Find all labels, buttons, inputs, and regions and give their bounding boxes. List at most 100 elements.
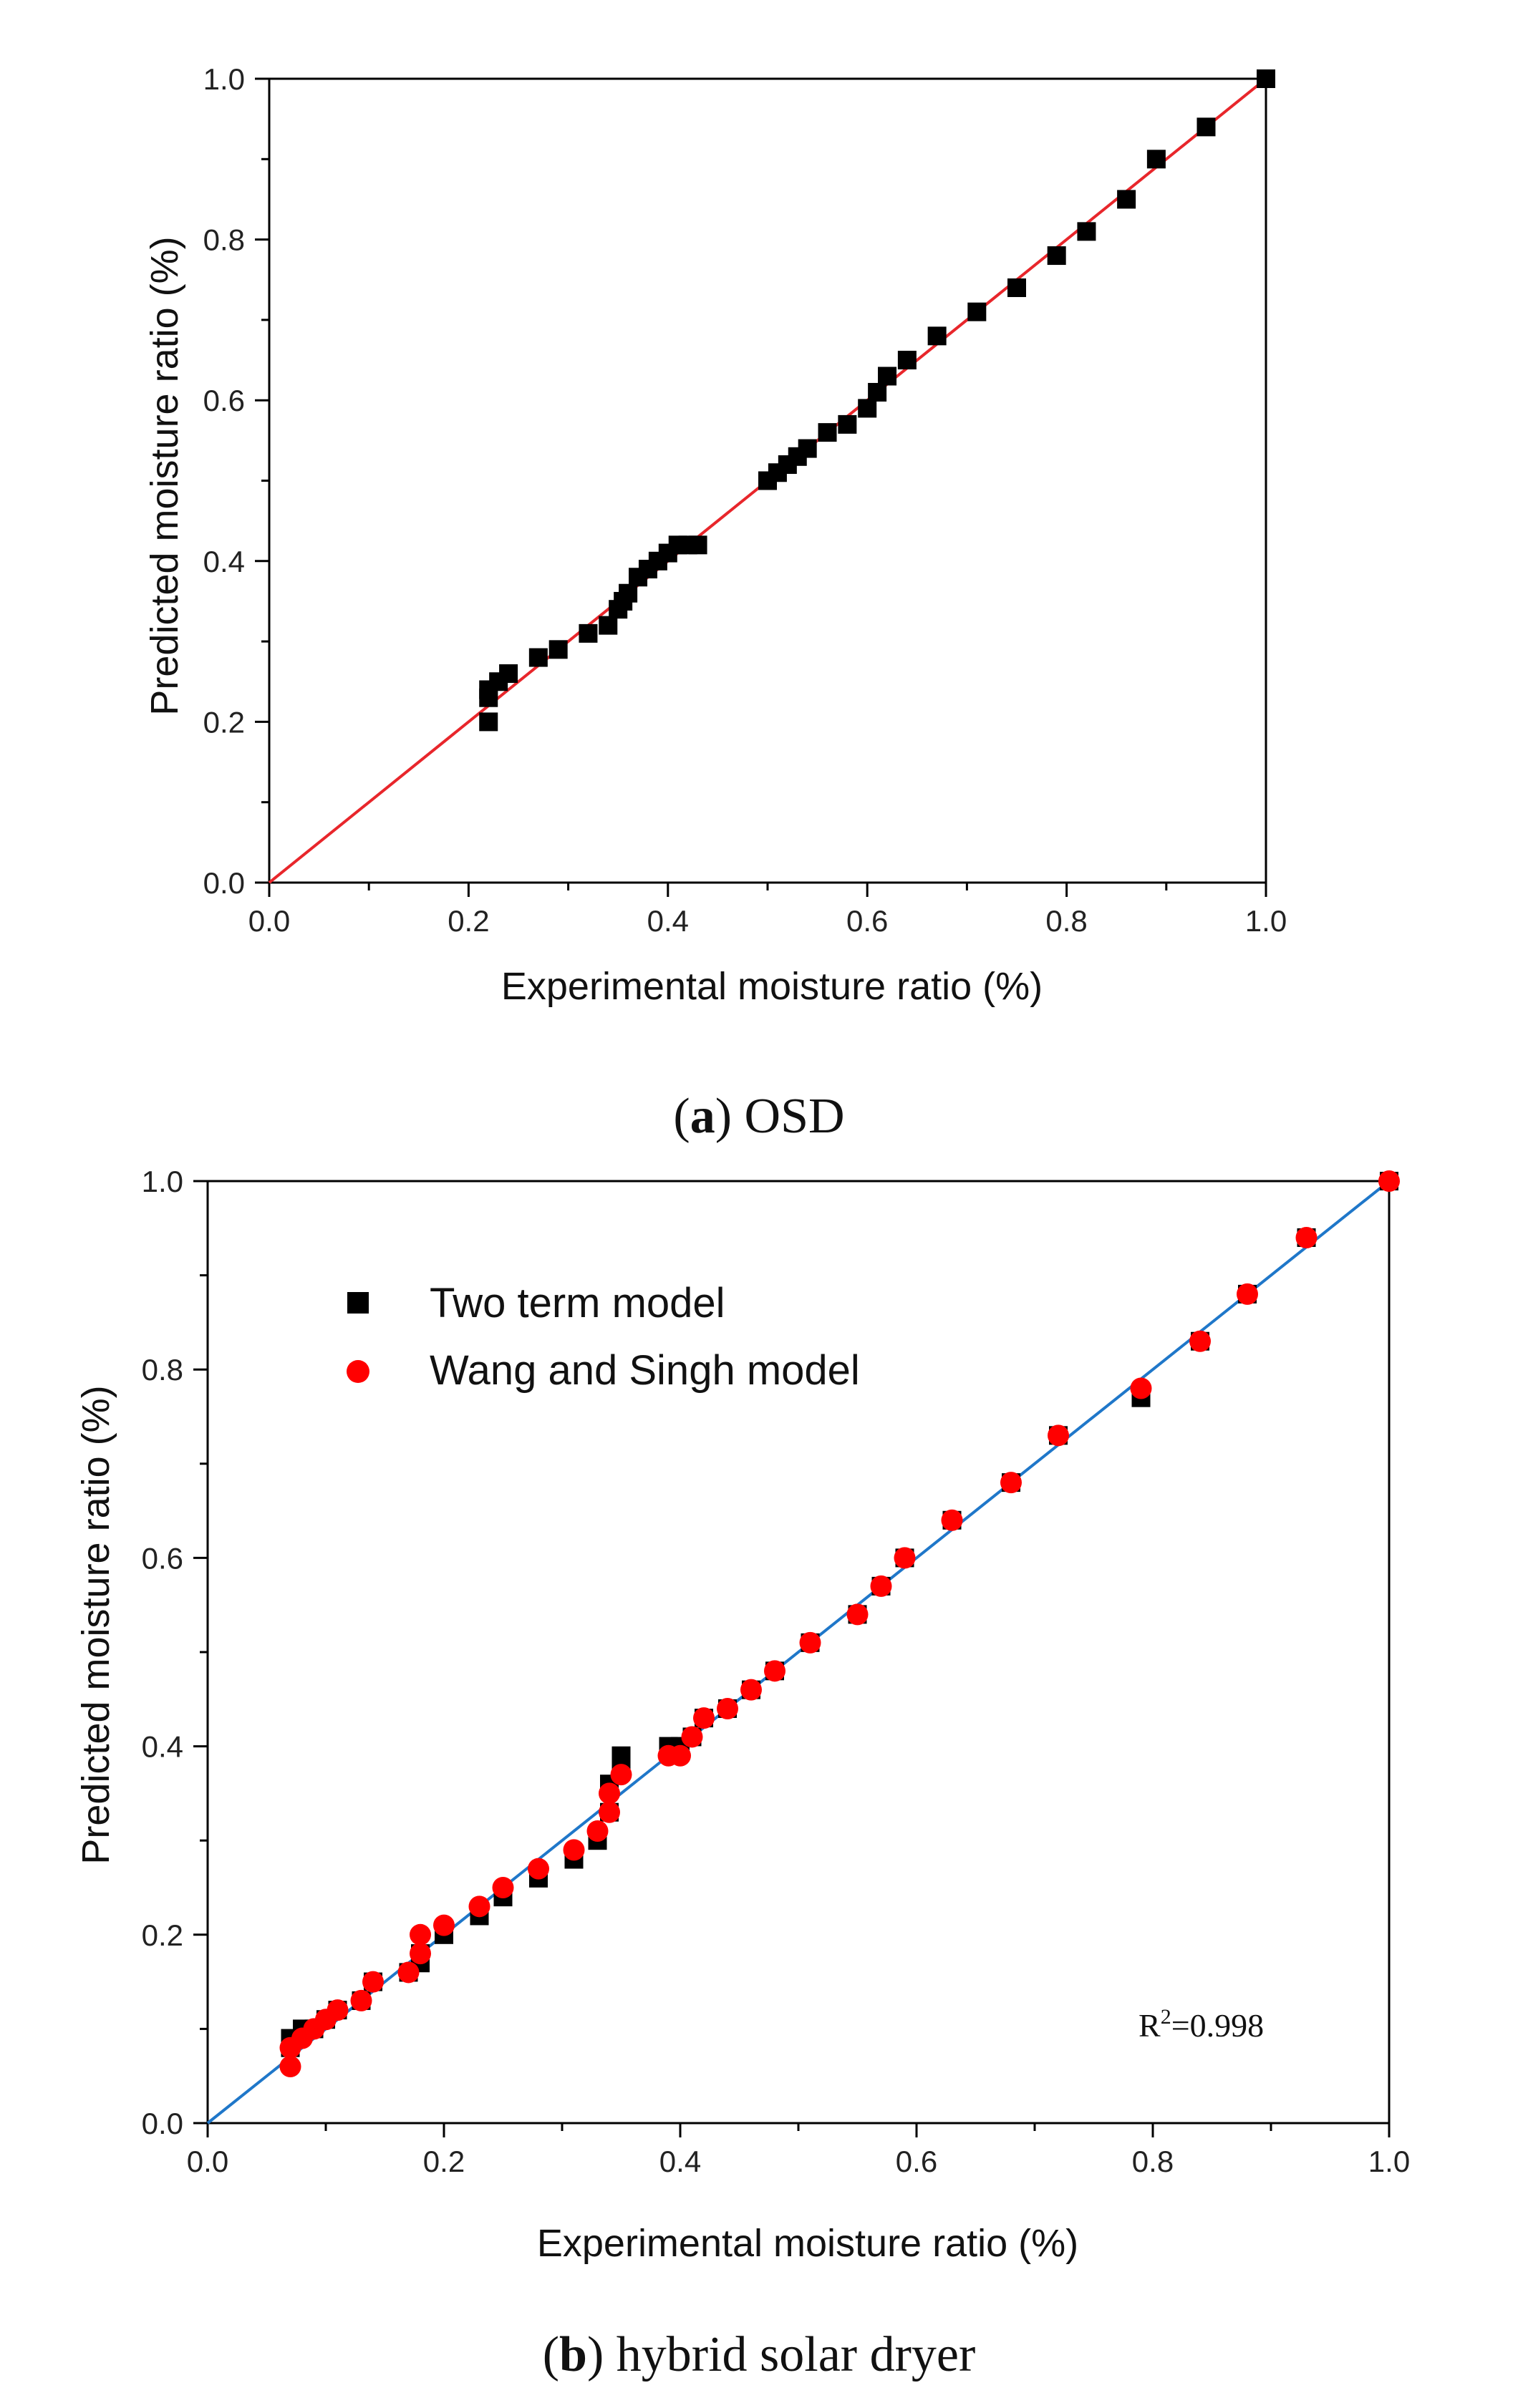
caption-b-text: hybrid solar dryer — [604, 2327, 975, 2382]
caption-b: (b) hybrid solar dryer — [543, 2327, 976, 2382]
data-point-circle — [894, 1547, 916, 1569]
series-hybrid-1 — [279, 1170, 1400, 2078]
data-point-square — [927, 326, 947, 346]
data-point-circle — [799, 1631, 821, 1654]
data-point-square — [1146, 150, 1166, 169]
data-point-square — [611, 1746, 631, 1765]
data-point-circle — [1237, 1283, 1258, 1305]
data-point-square — [1196, 117, 1216, 137]
x-tick-label-hybrid: 0.0 — [187, 2145, 228, 2178]
x-tick-label-hybrid: 0.8 — [1132, 2145, 1174, 2178]
data-point-circle — [362, 1971, 384, 1993]
legend-marker-two-term — [347, 1292, 369, 1314]
x-tick-label-hybrid: 0.2 — [423, 2145, 465, 2178]
data-point-circle — [1130, 1377, 1152, 1399]
r2-value: =0.998 — [1171, 2007, 1264, 2044]
y-tick-label-hybrid: 0.2 — [142, 1918, 183, 1952]
data-point-circle — [764, 1660, 785, 1682]
x-tick-label-osd: 0.8 — [1045, 904, 1087, 938]
data-point-square — [1257, 69, 1275, 88]
y-tick-label-osd: 1.0 — [203, 62, 245, 96]
data-point-square — [818, 423, 837, 442]
x-tick-label-hybrid: 0.4 — [659, 2145, 701, 2178]
data-point-square — [967, 302, 987, 321]
data-point-square — [1117, 190, 1136, 209]
y-tick-label-hybrid: 0.8 — [142, 1353, 183, 1387]
data-point-circle — [681, 1726, 703, 1748]
x-tick-label-hybrid: 0.6 — [896, 2145, 937, 2178]
plot-area-hybrid: 0.0 0.2 0.4 0.6 0.8 1.0 0.0 0.2 0.4 0.6 0.8 1.0 — [142, 1165, 1411, 2178]
x-tick-label-osd: 0.0 — [248, 904, 290, 938]
caption-a: (a) OSD — [673, 1089, 844, 1144]
data-point-circle — [1295, 1226, 1318, 1248]
legend: Two term model Wang and Singh model — [347, 1280, 860, 1394]
data-point-square — [579, 623, 598, 643]
data-point-circle — [350, 1989, 372, 2011]
legend-label-two-term: Two term model — [430, 1280, 725, 1326]
caption-a-text: OSD — [732, 1089, 845, 1144]
y-tick-label-osd: 0.2 — [203, 705, 245, 739]
y-tick-label-osd: 0.8 — [203, 223, 245, 257]
data-point-circle — [397, 1961, 420, 1984]
y-tick-label-hybrid: 1.0 — [142, 1165, 183, 1198]
data-point-circle — [1048, 1424, 1069, 1447]
y-tick-label-hybrid: 0.4 — [142, 1730, 183, 1764]
x-axis-label-osd: Experimental moisture ratio (%) — [501, 965, 1043, 1008]
data-point-square — [619, 583, 638, 603]
data-point-circle — [279, 2056, 301, 2078]
caption-a-close: ) — [715, 1089, 732, 1144]
data-point-square — [858, 399, 877, 418]
data-point-circle — [1378, 1170, 1400, 1192]
data-point-square — [499, 664, 518, 684]
data-point-square — [878, 366, 897, 386]
y-tick-label-hybrid: 0.6 — [142, 1541, 183, 1575]
data-point-circle — [528, 1858, 549, 1880]
y-axis-label-hybrid: Predicted moisture ratio (%) — [74, 1385, 117, 1864]
data-point-circle — [693, 1707, 715, 1729]
x-tick-label-hybrid: 1.0 — [1368, 2145, 1410, 2178]
x-axis-label-hybrid: Experimental moisture ratio (%) — [537, 2222, 1078, 2265]
fit-line-hybrid — [206, 1180, 1391, 2125]
data-point-square — [479, 712, 498, 732]
data-point-square — [1007, 278, 1026, 297]
r2-base: R — [1138, 2007, 1161, 2044]
caption-b-tag: b — [559, 2327, 587, 2382]
data-point-circle — [1000, 1472, 1022, 1494]
chart-hybrid-solar-dryer: 0.0 0.2 0.4 0.6 0.8 1.0 0.0 0.2 0.4 0.6 0.8 1.0 Exp… — [74, 1165, 1410, 2265]
data-point-square — [868, 382, 887, 402]
data-point-square — [688, 535, 707, 555]
chart-osd: 0.0 0.2 0.4 0.6 0.8 1.0 0.0 0.2 0.4 0.6 0.8 1.0 Exp… — [143, 62, 1287, 1008]
x-tick-label-osd: 0.4 — [647, 904, 689, 938]
x-tick-label-osd: 1.0 — [1245, 904, 1287, 938]
y-axis-label-osd: Predicted moisture ratio (%) — [143, 236, 186, 715]
caption-b-close: ) — [587, 2327, 604, 2382]
data-point-circle — [410, 1923, 431, 1946]
data-point-circle — [410, 1943, 431, 1965]
data-point-square — [838, 414, 857, 434]
legend-label-wang-singh: Wang and Singh model — [430, 1347, 860, 1394]
r2-sup: 2 — [1161, 2005, 1171, 2029]
data-point-circle — [492, 1877, 514, 1898]
data-point-square — [1047, 246, 1066, 266]
data-point-circle — [846, 1603, 869, 1626]
series-osd-0 — [479, 69, 1275, 732]
y-tick-label-osd: 0.4 — [203, 545, 245, 578]
y-tick-label-hybrid: 0.0 — [142, 2107, 183, 2140]
data-point-square — [798, 439, 817, 458]
data-point-square — [897, 351, 917, 370]
data-point-circle — [586, 1820, 609, 1843]
data-point-circle — [468, 1895, 490, 1918]
data-point-circle — [717, 1697, 738, 1719]
data-point-circle — [599, 1801, 620, 1823]
data-point-square — [599, 616, 618, 635]
data-point-circle — [870, 1575, 892, 1597]
data-point-circle — [563, 1839, 585, 1861]
legend-marker-wang-singh — [347, 1360, 369, 1383]
data-point-circle — [327, 1999, 349, 2021]
x-tick-label-osd: 0.6 — [846, 904, 888, 938]
y-tick-label-osd: 0.0 — [203, 866, 245, 900]
data-point-circle — [433, 1914, 455, 1936]
y-tick-label-osd: 0.6 — [203, 384, 245, 417]
plot-area-osd: 0.0 0.2 0.4 0.6 0.8 1.0 0.0 0.2 0.4 0.6 0.8 1.0 — [203, 62, 1287, 938]
